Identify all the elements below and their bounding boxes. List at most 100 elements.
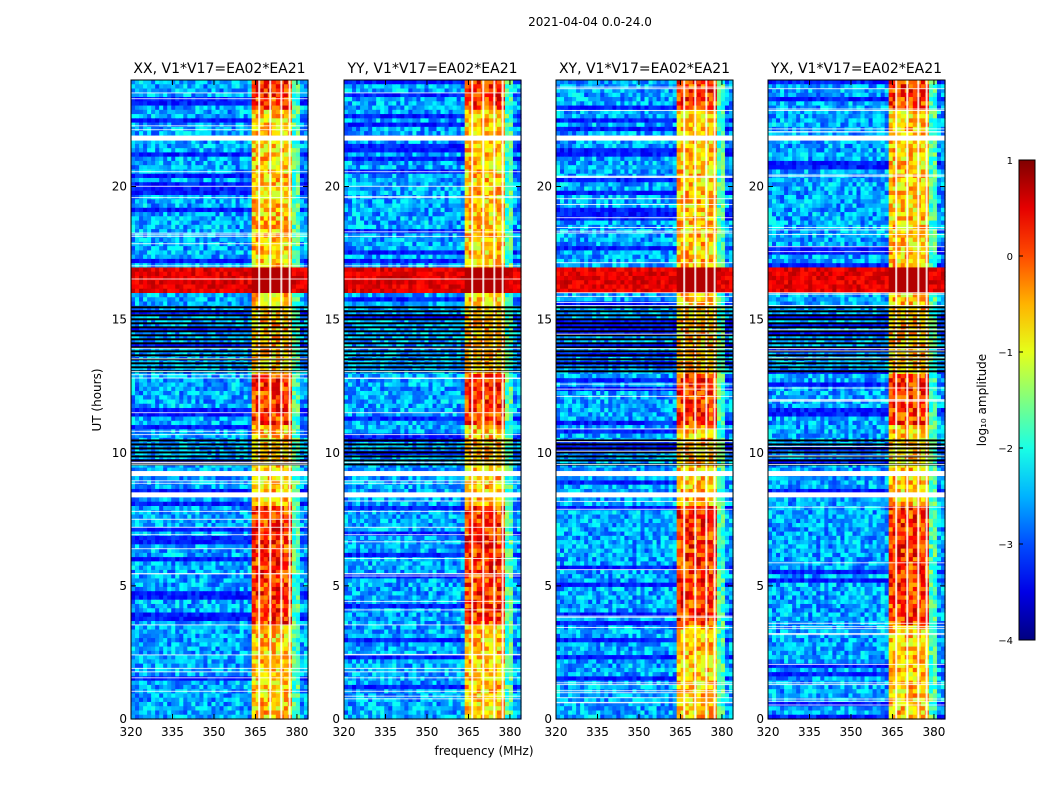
heatmap-cell [244, 106, 249, 111]
heatmap-cell [131, 233, 136, 238]
heatmap-cell [228, 187, 233, 192]
heatmap-cell [151, 118, 156, 123]
heatmap-cell [147, 152, 152, 157]
heatmap-cell [220, 114, 225, 119]
heatmap-cell [276, 101, 281, 106]
heatmap-cell [195, 101, 200, 106]
heatmap-cell [143, 106, 148, 111]
heatmap-cell [228, 255, 233, 260]
heatmap-cell [131, 114, 136, 119]
heatmap-cell [171, 255, 176, 260]
heatmap-cell [276, 174, 281, 179]
heatmap-cell [175, 199, 180, 204]
heatmap-cell [260, 118, 265, 123]
heatmap-cell [232, 255, 237, 260]
heatmap-cell [296, 233, 301, 238]
heatmap-cell [171, 178, 176, 183]
heatmap-cell [139, 174, 144, 179]
heatmap-cell [135, 225, 140, 230]
heatmap-cell [191, 123, 196, 128]
heatmap-cell [183, 199, 188, 204]
heatmap-cell [284, 101, 289, 106]
heatmap-cell [171, 118, 176, 123]
heatmap-cell [203, 178, 208, 183]
heatmap-cell [167, 148, 172, 153]
heatmap-cell [143, 174, 148, 179]
heatmap-cell [272, 110, 277, 115]
heatmap-cell [252, 148, 257, 153]
heatmap-cell [131, 208, 136, 213]
heatmap-cell [211, 157, 216, 162]
heatmap-cell [159, 80, 164, 85]
heatmap-cell [248, 199, 253, 204]
heatmap-cell [191, 178, 196, 183]
heatmap-cell [155, 208, 160, 213]
heatmap-cell [272, 208, 277, 213]
heatmap-cell [191, 250, 196, 255]
heatmap-cell [143, 157, 148, 162]
heatmap-cell [203, 259, 208, 264]
heatmap-cell [191, 208, 196, 213]
heatmap-cell [276, 118, 281, 123]
heatmap-cell [224, 233, 229, 238]
heatmap-cell [155, 225, 160, 230]
heatmap-cell [139, 238, 144, 243]
heatmap-cell [252, 225, 257, 230]
heatmap-cell [220, 110, 225, 115]
heatmap-cell [300, 165, 305, 170]
heatmap-cell [151, 97, 156, 102]
heatmap-cell [147, 250, 152, 255]
heatmap-cell [220, 255, 225, 260]
heatmap-cell [264, 114, 269, 119]
heatmap-cell [224, 191, 229, 196]
heatmap-cell [139, 204, 144, 209]
heatmap-cell [135, 178, 140, 183]
heatmap-cell [228, 165, 233, 170]
heatmap-cell [292, 152, 297, 157]
heatmap-cell [167, 225, 172, 230]
heatmap-cell [147, 110, 152, 115]
heatmap-cell [211, 110, 216, 115]
heatmap-cell [151, 110, 156, 115]
heatmap-cell [232, 187, 237, 192]
heatmap-cell [276, 123, 281, 128]
heatmap-cell [199, 123, 204, 128]
heatmap-cell [260, 259, 265, 264]
heatmap-cell [211, 246, 216, 251]
heatmap-cell [151, 187, 156, 192]
heatmap-cell [224, 216, 229, 221]
heatmap-cell [135, 161, 140, 166]
heatmap-cell [300, 208, 305, 213]
heatmap-cell [159, 174, 164, 179]
heatmap-cell [240, 225, 245, 230]
heatmap-cell [155, 242, 160, 247]
heatmap-cell [292, 216, 297, 221]
heatmap-cell [195, 106, 200, 111]
heatmap-cell [131, 123, 136, 128]
heatmap-cell [203, 221, 208, 226]
heatmap-cell [183, 165, 188, 170]
heatmap-cell [264, 259, 269, 264]
heatmap-cell [175, 93, 180, 98]
heatmap-cell [179, 118, 184, 123]
heatmap-cell [131, 165, 136, 170]
heatmap-cell [143, 80, 148, 85]
heatmap-cell [276, 144, 281, 149]
heatmap-cell [159, 199, 164, 204]
heatmap-cell [171, 106, 176, 111]
heatmap-cell [248, 221, 253, 226]
heatmap-cell [183, 212, 188, 217]
heatmap-cell [236, 157, 241, 162]
heatmap-cell [171, 242, 176, 247]
heatmap-cell [159, 187, 164, 192]
heatmap-cell [159, 84, 164, 89]
heatmap-cell [220, 148, 225, 153]
heatmap-cell [296, 212, 301, 217]
heatmap-cell [272, 174, 277, 179]
heatmap-cell [224, 208, 229, 213]
heatmap-cell [183, 242, 188, 247]
heatmap-cell [163, 208, 168, 213]
heatmap-cell [228, 148, 233, 153]
heatmap-cell [244, 216, 249, 221]
heatmap-cell [143, 123, 148, 128]
